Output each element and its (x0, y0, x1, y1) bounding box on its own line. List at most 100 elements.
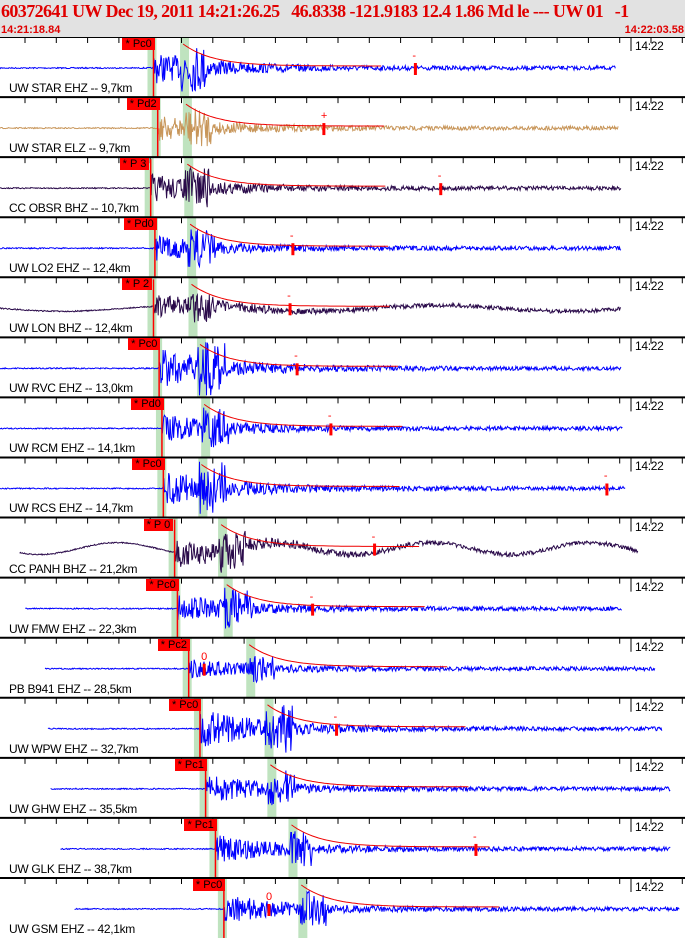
coda-end-marker (288, 303, 292, 316)
time-label: 14:22 (635, 279, 664, 294)
pick-label: * Pc1 (184, 818, 217, 831)
time-label: 14:22 (635, 699, 664, 714)
pick-label: * Pc0 (146, 578, 179, 591)
coda-end-marker (474, 843, 478, 856)
s-arrival-band (223, 577, 233, 638)
coda-end-marker (202, 663, 206, 676)
p-arrival-band (157, 457, 167, 518)
p-arrival-band (151, 97, 161, 158)
pick-label: * Pc1 (174, 758, 207, 771)
coda-fit-curve (291, 824, 490, 848)
coda-end-marker (413, 63, 417, 75)
coda-end-marker (322, 123, 326, 136)
trace-canvas (0, 37, 685, 938)
p-arrival-band (217, 877, 227, 938)
pick-label: * Pd2 (126, 98, 160, 111)
waveform-rcs (0, 461, 626, 514)
waveform-glk (60, 831, 671, 867)
station-label: CC OBSR BHZ -- 10,7km (9, 201, 139, 216)
waveform-obsr (0, 166, 622, 208)
s-arrival-band (218, 517, 228, 578)
coda-marker-label: 0 (265, 890, 273, 903)
coda-marker-label: - (327, 410, 332, 423)
time-label: 14:22 (635, 339, 664, 354)
waveform-lon (0, 293, 622, 323)
time-label: 14:22 (635, 399, 664, 414)
station-label: UW STAR EHZ -- 9,7km (9, 81, 133, 95)
station-label: PB B941 EHZ -- 28,5km (9, 681, 132, 696)
event-header: 60372641 UW Dec 19, 2011 14:21:26.25 46.… (0, 0, 685, 37)
time-label: 14:22 (635, 819, 664, 834)
coda-end-marker (335, 723, 339, 736)
p-arrival-band (144, 157, 154, 218)
p-arrival-band (199, 757, 209, 818)
coda-fit-curve (248, 644, 448, 668)
coda-fit-curve (187, 163, 386, 187)
p-arrival-band (153, 337, 163, 398)
coda-marker-label: 0 (201, 650, 208, 663)
coda-fit-curve (203, 403, 403, 427)
pick-label: * Pd0 (130, 398, 164, 411)
coda-end-marker (605, 483, 609, 496)
pick-label: * P 0 (143, 518, 174, 531)
station-label: UW RCM EHZ -- 14,1km (9, 441, 136, 456)
waveform-gsm (74, 889, 680, 927)
pick-label: * Pc0 (168, 698, 202, 711)
coda-end-marker (291, 243, 295, 256)
time-label: 14:22 (635, 579, 664, 594)
coda-fit-curve (185, 103, 384, 127)
waveform-rcm (0, 407, 623, 448)
station-label: UW GSM EHZ -- 42,1km (9, 921, 136, 936)
pick-label: * Pc0 (122, 38, 155, 50)
station-label: UW STAR ELZ -- 9,7km (9, 141, 131, 156)
waveform-fmw (25, 587, 622, 629)
station-label: UW RVC EHZ -- 13,0km (9, 381, 133, 396)
p-arrival-band (147, 37, 157, 98)
coda-marker-label: - (309, 590, 314, 603)
time-label: 14:22 (635, 99, 664, 114)
pick-label: * Pc0 (132, 458, 165, 471)
coda-fit-curve (226, 584, 425, 608)
coda-fit-curve (220, 524, 420, 547)
station-label: UW WPW EHZ -- 32,7km (9, 741, 139, 756)
coda-fit-curve (301, 884, 500, 908)
p-arrival-band (182, 637, 192, 698)
waveform-lo2 (0, 229, 622, 269)
s-arrival-band (196, 337, 206, 398)
p-arrival-band (148, 217, 158, 278)
station-label: UW GLK EHZ -- 38,7km (9, 861, 132, 876)
event-title: 60372641 UW Dec 19, 2011 14:21:26.25 46.… (1, 1, 629, 21)
pick-label: * Pc0 (192, 878, 226, 891)
coda-fit-curve (201, 464, 400, 487)
coda-end-marker (373, 543, 377, 556)
coda-marker-label: - (412, 50, 417, 62)
coda-fit-curve (270, 764, 469, 788)
coda-marker-label: - (287, 290, 291, 303)
station-label: UW LO2 EHZ -- 12,4km (9, 261, 131, 276)
time-label: 14:22 (635, 639, 664, 654)
waveform-b941 (44, 655, 656, 684)
station-label: UW RCS EHZ -- 14,7km (9, 501, 134, 516)
waveform-panh (19, 530, 639, 573)
station-label: UW LON BHZ -- 12,4km (9, 321, 133, 336)
coda-marker-label: - (437, 170, 442, 183)
coda-end-marker (295, 363, 299, 376)
waveform-star (0, 108, 619, 147)
coda-marker-label: - (472, 830, 477, 843)
coda-end-marker (267, 903, 271, 916)
p-arrival-band (168, 517, 178, 578)
coda-fit-curve (267, 704, 466, 728)
coda-marker-label: - (603, 470, 608, 483)
time-label: 14:22 (635, 39, 664, 53)
time-label: 14:22 (635, 759, 664, 774)
coda-marker-label: - (294, 350, 298, 363)
s-arrival-band (187, 217, 197, 278)
time-label: 14:22 (635, 219, 664, 234)
start-time: 14:21:18.84 (1, 24, 61, 36)
coda-fit-curve (182, 43, 382, 67)
coda-marker-label: - (371, 530, 376, 543)
p-arrival-band (171, 577, 181, 638)
time-label: 14:22 (635, 159, 664, 174)
waveform-wpw (47, 705, 663, 753)
end-time: 14:22:03.58 (624, 24, 684, 36)
